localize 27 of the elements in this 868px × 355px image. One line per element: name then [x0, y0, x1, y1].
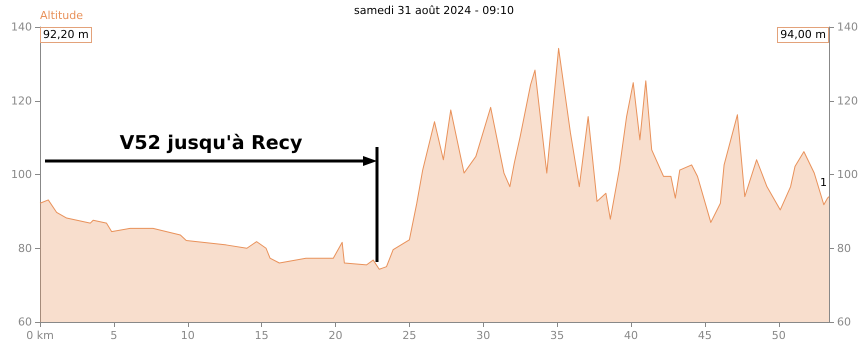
- x-tick-label: 30: [476, 329, 490, 342]
- annotation: 1: [819, 176, 828, 190]
- y2-tick-label: 140: [837, 20, 858, 34]
- annotation: V52 jusqu'à Recy: [120, 132, 303, 154]
- y2-tick-label: 120: [837, 94, 858, 108]
- x-tick-label: 15: [254, 329, 269, 342]
- y-tick-label: 140: [11, 20, 32, 34]
- x-tick-label: 25: [402, 329, 416, 342]
- y-tick-label: 120: [11, 94, 32, 108]
- x-tick-label: 35: [550, 329, 564, 342]
- y-tick-label: 60: [18, 316, 32, 328]
- y2-tick-label: 100: [837, 168, 858, 181]
- chart-title: samedi 31 août 2024 - 09:10: [354, 4, 514, 17]
- x-tick-label: 50: [772, 329, 786, 342]
- x-tick-label: 5: [110, 329, 118, 342]
- x-tick-label: 40: [624, 329, 638, 342]
- x-tick-label: 20: [328, 329, 343, 342]
- x-tick-label: 10: [180, 329, 195, 342]
- y2-tick-label: 60: [837, 316, 851, 328]
- y2-tick-label: 80: [837, 242, 851, 255]
- annotation: 94,00 m: [777, 27, 829, 43]
- y-tick-label: 100: [11, 168, 32, 181]
- y-tick-label: 80: [18, 242, 32, 255]
- annotation: 92,20 m: [40, 27, 92, 43]
- y-axis-title: Altitude: [40, 9, 84, 22]
- x-tick-label: 45: [698, 329, 712, 342]
- x-tick-label: 0 km: [26, 329, 54, 342]
